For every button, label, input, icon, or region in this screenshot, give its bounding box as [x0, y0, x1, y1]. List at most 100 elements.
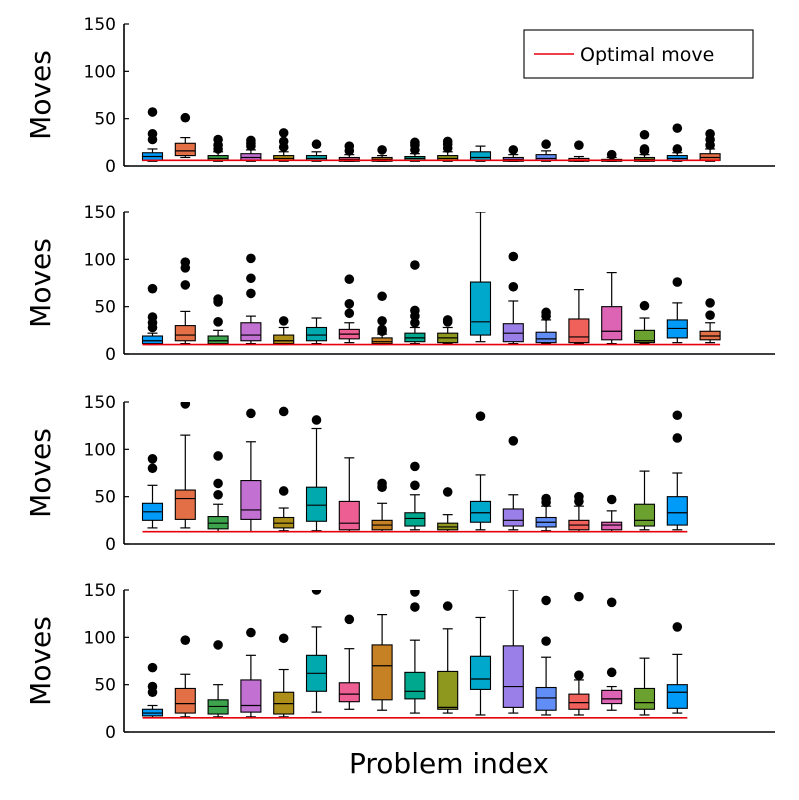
panel-4: 0 50 100 150 Moves [24, 581, 775, 743]
outlier-point [213, 294, 223, 304]
outlier-point [410, 461, 420, 472]
panel-3: 0 50 100 150 Moves [24, 393, 775, 555]
box-body [371, 337, 393, 345]
outlier-point [541, 595, 551, 606]
outlier-point [147, 312, 158, 322]
outlier-point [147, 463, 158, 474]
outlier-point [508, 251, 519, 262]
outlier-point [246, 288, 256, 299]
box-6 [305, 590, 328, 713]
y-tick-label: 100 [84, 628, 116, 648]
box-body [568, 693, 590, 710]
outlier-point [246, 253, 256, 264]
outlier-point [705, 129, 715, 139]
y-axis-title: Moves [24, 238, 57, 328]
box-18 [699, 298, 721, 344]
box-15 [601, 271, 623, 345]
plot-area [141, 590, 688, 719]
box-body [666, 684, 688, 709]
outlier-point [344, 274, 355, 285]
outlier-point [442, 487, 453, 497]
box-10 [437, 601, 459, 714]
outlier-point [278, 486, 289, 496]
x-axis-title: Problem index [349, 747, 549, 780]
outlier-point [180, 257, 191, 267]
box-body [666, 496, 688, 526]
box-10 [437, 487, 459, 533]
box-7 [338, 141, 360, 162]
box-body [633, 687, 656, 710]
outlier-point [180, 112, 191, 123]
outlier-point [278, 633, 289, 644]
outlier-point [410, 590, 420, 597]
outlier-point [672, 123, 683, 133]
outlier-point [147, 107, 158, 117]
box-2 [174, 112, 196, 159]
outlier-point [410, 305, 420, 316]
box-9 [404, 461, 426, 531]
box-4 [240, 408, 262, 533]
box-body [174, 687, 196, 714]
outlier-point [508, 145, 519, 155]
box-13 [535, 139, 557, 162]
plot-area [141, 402, 688, 533]
y-tick-label: 0 [105, 157, 116, 177]
outlier-point [672, 277, 683, 287]
outlier-point [246, 627, 256, 638]
plot-area [141, 107, 721, 162]
outlier-point [377, 324, 387, 335]
box-body [305, 486, 328, 522]
outlier-point [442, 315, 453, 325]
outlier-point [311, 139, 322, 150]
y-tick-label: 0 [105, 535, 116, 555]
box-body [535, 686, 557, 711]
y-tick-label: 0 [105, 345, 116, 365]
outlier-point [180, 635, 191, 645]
box-2 [174, 257, 196, 345]
box-16 [633, 300, 656, 345]
box-body [141, 335, 164, 345]
box-18 [699, 129, 721, 162]
box-12 [502, 251, 524, 345]
box-14 [568, 491, 590, 533]
box-body [174, 142, 196, 157]
box-4 [240, 135, 262, 162]
outlier-point [180, 280, 191, 290]
outlier-point [213, 451, 223, 461]
outlier-point [410, 137, 420, 148]
box-9 [404, 137, 426, 162]
box-7 [338, 457, 360, 533]
box-1 [141, 662, 164, 719]
box-4 [240, 627, 262, 718]
y-tick-label: 150 [84, 203, 116, 223]
outlier-point [541, 636, 551, 646]
outlier-point [147, 454, 158, 464]
outlier-point [147, 283, 158, 294]
y-tick-label: 100 [84, 62, 116, 82]
box-body [437, 670, 459, 710]
box-13 [535, 307, 557, 345]
outlier-point [672, 410, 683, 421]
box-5 [273, 406, 295, 532]
box-12 [502, 590, 524, 714]
box-body [535, 154, 557, 161]
outlier-point [246, 273, 256, 284]
outlier-point [508, 281, 519, 292]
box-10 [437, 315, 459, 345]
box-7 [338, 274, 360, 344]
outlier-point [606, 667, 617, 678]
box-body [601, 306, 623, 341]
box-8 [371, 614, 393, 711]
box-body [240, 480, 262, 520]
y-tick-label: 50 [94, 298, 116, 318]
box-5 [273, 128, 295, 162]
outlier-point [278, 128, 289, 138]
outlier-point [606, 597, 617, 608]
y-tick-label: 0 [105, 723, 116, 743]
box-body [535, 331, 557, 344]
outlier-point [639, 129, 650, 140]
box-5 [273, 633, 295, 718]
outlier-point [377, 291, 387, 302]
box-3 [207, 451, 229, 533]
